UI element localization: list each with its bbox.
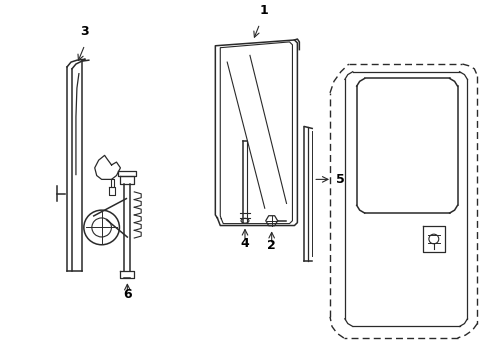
Text: 4: 4	[240, 237, 249, 249]
Text: 2: 2	[267, 239, 276, 252]
Text: 6: 6	[123, 288, 131, 301]
Text: 1: 1	[259, 4, 267, 17]
Text: 5: 5	[335, 173, 344, 186]
Text: 3: 3	[81, 25, 89, 38]
